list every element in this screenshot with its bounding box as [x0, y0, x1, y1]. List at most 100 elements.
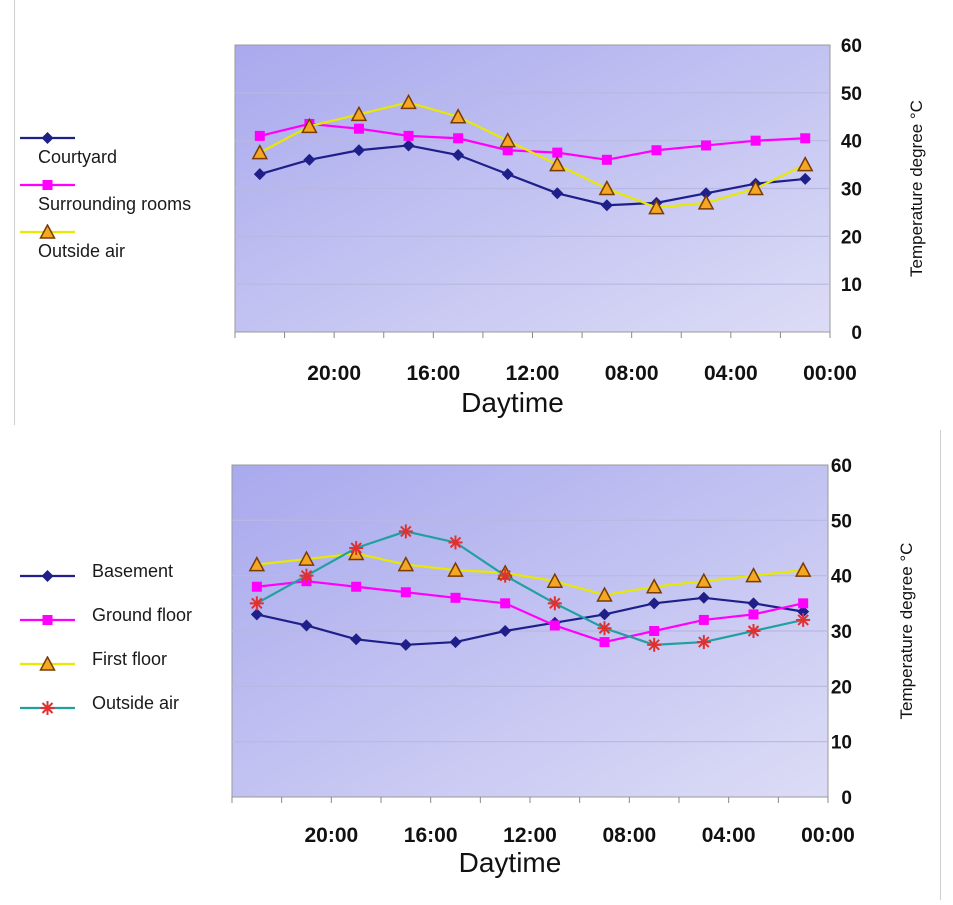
series-line-outside-air [256, 530, 804, 646]
x-tick-label: 08:00 [605, 362, 659, 385]
data-point-surrounding-rooms [800, 133, 811, 144]
x-tick-label: 20:00 [304, 824, 358, 847]
series-line-courtyard [259, 144, 806, 207]
x-axis-labels: 20:00 16:00 12:00 08:00 04:00 00:00 [307, 362, 857, 385]
legend-marker [41, 132, 54, 144]
series-line-basement [256, 596, 804, 646]
y-tick-label: 0 [851, 323, 862, 344]
data-point-surrounding-rooms [651, 145, 662, 156]
data-point-outside-air [697, 194, 715, 210]
data-point-ground-floor [748, 609, 759, 620]
legend-marker [42, 180, 53, 190]
data-point-basement [797, 605, 810, 618]
legend-swatch [20, 224, 75, 239]
legend-swatch [20, 701, 75, 715]
data-point-surrounding-rooms [701, 140, 712, 151]
data-point-basement [598, 608, 611, 621]
data-point-basement [747, 597, 760, 610]
data-point-outside-air [796, 156, 814, 172]
y-tick-label: 40 [831, 567, 852, 588]
data-point-ground-floor [599, 637, 610, 648]
data-point-basement [449, 636, 462, 649]
data-point-courtyard [253, 168, 266, 181]
series-basement [250, 591, 810, 651]
data-point-ground-floor [450, 592, 461, 603]
bottom-chart-panel: 0 10 20 30 40 50 60 20:00 16:00 12:00 08:00 04:00 00… [0, 430, 953, 905]
y-tick-label: 40 [841, 132, 862, 153]
data-point-surrounding-rooms [254, 130, 265, 141]
data-point-basement [300, 619, 313, 632]
data-point-outside-air [647, 637, 662, 652]
x-tick-label: 12:00 [506, 362, 560, 385]
x-axis-ticks [231, 797, 829, 803]
y-tick-label: 10 [831, 733, 852, 754]
data-point-outside-air [251, 144, 269, 160]
x-tick-label: 04:00 [702, 824, 756, 847]
data-point-first-floor [447, 561, 464, 577]
legend-swatch [20, 615, 75, 625]
data-point-courtyard [799, 172, 812, 185]
legend-marker [39, 656, 56, 671]
y-tick-label: 30 [841, 180, 862, 201]
data-point-ground-floor [500, 598, 511, 609]
y-tick-label: 20 [831, 677, 852, 698]
data-point-surrounding-rooms [453, 133, 464, 144]
data-point-outside-air [696, 635, 711, 650]
data-point-outside-air [398, 524, 413, 539]
data-point-first-floor [397, 556, 415, 572]
data-point-basement [697, 591, 710, 604]
x-tick-label: 08:00 [602, 824, 656, 847]
data-point-basement [399, 638, 412, 651]
data-point-outside-air [301, 117, 318, 134]
data-point-outside-air [349, 541, 364, 555]
x-axis-labels: 20:00 16:00 12:00 08:00 04:00 00:00 [304, 824, 854, 847]
data-point-outside-air [796, 612, 811, 627]
gridlines [235, 92, 830, 285]
x-tick-label: 04:00 [704, 362, 758, 385]
panel-border [940, 430, 941, 900]
x-tick-label: 16:00 [406, 362, 460, 385]
data-point-courtyard [452, 149, 465, 162]
data-point-ground-floor [798, 598, 809, 609]
data-point-outside-air [547, 596, 562, 611]
legend-marker [39, 224, 56, 239]
data-point-first-floor [794, 561, 812, 577]
data-point-outside-air [597, 621, 612, 636]
data-point-ground-floor [351, 581, 362, 592]
legend-label: Outside air [38, 241, 126, 261]
legend-label: Courtyard [38, 147, 118, 167]
y-tick-label: 0 [841, 788, 852, 809]
data-point-surrounding-rooms [403, 130, 414, 141]
series-outside-air [251, 93, 814, 215]
data-point-outside-air [549, 156, 566, 172]
data-point-outside-air [249, 596, 264, 611]
data-point-outside-air [747, 179, 764, 196]
series-line-outside-air [259, 101, 806, 209]
data-point-surrounding-rooms [353, 123, 364, 134]
data-point-surrounding-rooms [601, 154, 612, 165]
series-line-ground-floor [256, 580, 804, 644]
data-point-basement [499, 625, 512, 637]
data-point-ground-floor [698, 614, 709, 625]
panel-border [14, 0, 15, 425]
data-point-ground-floor [649, 626, 660, 636]
legend-swatch [20, 180, 75, 190]
data-point-courtyard [303, 153, 316, 166]
data-point-outside-air [400, 93, 417, 110]
data-point-first-floor [248, 556, 266, 572]
series-outside-air [249, 524, 811, 652]
x-tick-label: 00:00 [803, 362, 857, 385]
y-tick-label: 50 [841, 84, 862, 105]
series-line-first-floor [256, 552, 804, 597]
legend-marker [42, 615, 53, 625]
data-point-outside-air [499, 132, 516, 148]
legend-label: Surrounding rooms [38, 194, 192, 214]
legend-label: Ground floor [92, 605, 193, 625]
data-point-surrounding-rooms [552, 147, 563, 158]
legend-label: Outside air [92, 693, 180, 713]
y-tick-label: 20 [841, 227, 862, 248]
y-tick-label: 60 [841, 36, 862, 57]
legend-marker [40, 701, 55, 715]
data-point-basement [250, 608, 263, 621]
data-point-outside-air [299, 568, 314, 583]
